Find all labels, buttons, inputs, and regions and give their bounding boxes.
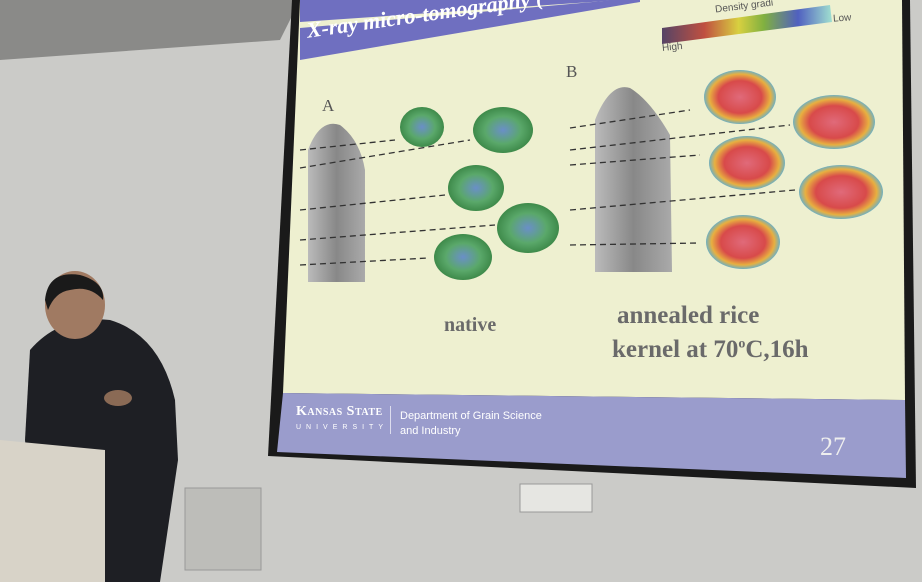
annealed-section-4 xyxy=(799,165,883,219)
footer-band xyxy=(277,393,906,478)
density-legend-bar xyxy=(662,5,832,44)
footer-divider xyxy=(390,406,391,434)
annealed-section-3 xyxy=(709,136,785,190)
grain-a xyxy=(308,123,365,282)
ceiling xyxy=(0,0,300,60)
arrows-a xyxy=(299,109,796,266)
native-section-5 xyxy=(434,234,492,280)
native-section-2 xyxy=(473,107,533,153)
university-logo: Kansas State xyxy=(296,404,383,419)
university-logo-sub: UNIVERSITY xyxy=(296,424,389,431)
caption-native: native xyxy=(444,314,497,336)
annealed-section-1 xyxy=(704,70,776,124)
native-section-4 xyxy=(497,203,559,253)
podium xyxy=(0,440,105,582)
annealed-section-5 xyxy=(706,215,780,269)
annealed-section-2 xyxy=(793,95,875,149)
legend-high: High xyxy=(661,40,684,55)
grain-b xyxy=(595,87,672,272)
title-band xyxy=(300,0,640,60)
slide-page-number: 27 xyxy=(820,432,846,461)
power-outlet xyxy=(519,483,593,513)
native-section-3 xyxy=(448,165,504,211)
caption-annealed-line1: annealed rice xyxy=(617,302,760,329)
native-section-1 xyxy=(400,107,444,147)
panel-a-label: A xyxy=(322,96,335,115)
caption-annealed-line2: kernel at 70oC,16h xyxy=(612,336,809,363)
department-name: Department of Grain Science and Industry xyxy=(400,410,542,437)
wall-panel xyxy=(184,487,262,571)
panel-b-label: B xyxy=(566,62,578,81)
legend-low: Low xyxy=(832,12,852,25)
